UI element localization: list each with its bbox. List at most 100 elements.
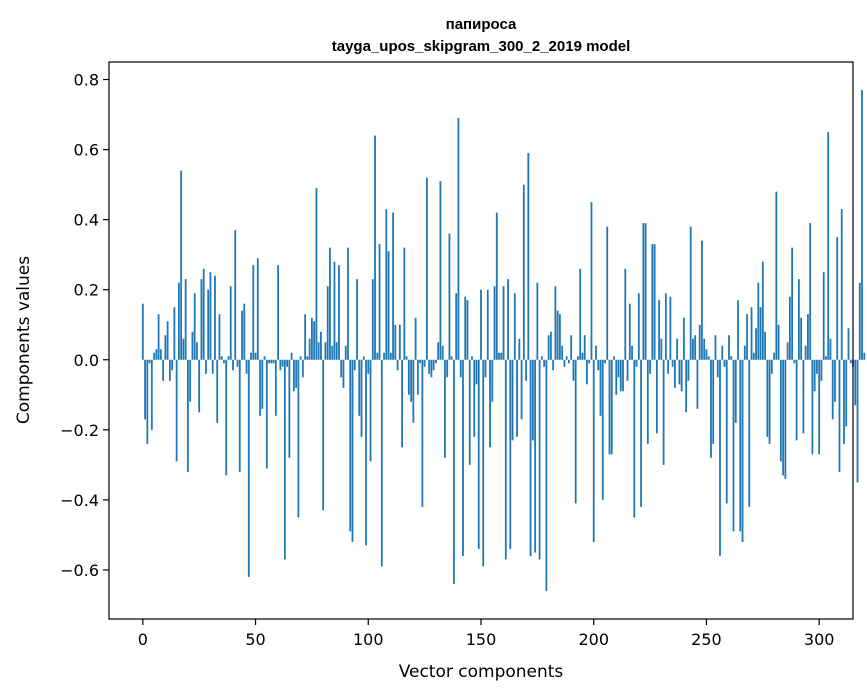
bar: [410, 359, 413, 402]
bar: [568, 359, 570, 364]
bar: [588, 359, 591, 364]
bar: [849, 359, 852, 364]
bar: [649, 359, 651, 374]
bar: [543, 359, 546, 367]
bar: [522, 184, 525, 360]
bar: [146, 359, 149, 444]
bar: [773, 352, 775, 360]
bar: [182, 338, 185, 360]
bar: [635, 359, 638, 367]
bar: [572, 359, 575, 381]
bar: [430, 359, 433, 378]
bar: [764, 331, 766, 360]
bar: [489, 359, 491, 448]
bar: [827, 132, 830, 360]
bar: [525, 359, 527, 381]
bar: [863, 352, 866, 360]
bar: [141, 303, 144, 360]
bar: [351, 359, 354, 542]
bar: [232, 359, 234, 371]
bar: [619, 359, 622, 392]
bar: [403, 247, 406, 360]
bar: [658, 300, 661, 360]
bar: [450, 356, 453, 360]
bar: [383, 352, 385, 360]
bar: [349, 359, 352, 532]
bar: [554, 286, 557, 360]
bar: [633, 359, 636, 518]
bar: [840, 209, 843, 360]
bar: [547, 335, 550, 360]
bar: [498, 352, 500, 360]
y-tick-label: 0.4: [74, 211, 99, 230]
bar: [444, 359, 446, 458]
bar: [761, 261, 764, 360]
bar: [741, 359, 744, 542]
bar: [714, 335, 717, 360]
bar: [816, 359, 818, 374]
bar: [766, 359, 769, 437]
bar: [155, 349, 158, 360]
bar: [570, 335, 573, 360]
bar: [301, 359, 304, 378]
bar: [459, 359, 462, 378]
bar: [299, 356, 302, 360]
bar: [601, 359, 604, 500]
bar: [667, 359, 670, 374]
y-tick-label: −0.2: [60, 421, 99, 440]
bar: [608, 359, 611, 455]
bar: [477, 359, 480, 549]
bar: [520, 359, 523, 420]
bar: [818, 359, 821, 455]
bar: [184, 279, 187, 360]
bar: [637, 293, 640, 360]
bar: [378, 244, 381, 360]
bar: [376, 352, 379, 360]
bar: [274, 359, 277, 416]
bar: [563, 359, 566, 367]
bar: [455, 293, 458, 360]
bar: [628, 303, 631, 360]
bar: [559, 314, 561, 360]
bar: [374, 135, 376, 360]
bar: [421, 359, 424, 507]
bar: [247, 359, 250, 577]
bar: [414, 317, 417, 360]
bar: [225, 359, 228, 476]
bar: [205, 359, 207, 374]
bar: [631, 345, 633, 360]
bar: [669, 296, 672, 360]
bar: [673, 359, 676, 388]
bar: [464, 296, 467, 360]
bar: [574, 359, 577, 504]
bar: [696, 359, 699, 409]
bar: [227, 356, 230, 360]
x-tick-label: 50: [245, 630, 265, 649]
bar: [333, 261, 336, 360]
x-tick-label: 300: [804, 630, 835, 649]
bar: [453, 359, 455, 584]
chart-title-line2: tayga_upos_skipgram_300_2_2019 model: [332, 38, 631, 55]
bar: [270, 359, 273, 364]
bar: [480, 289, 482, 360]
bar: [854, 359, 857, 406]
bar: [223, 359, 225, 364]
bar: [813, 359, 816, 392]
bar: [770, 359, 773, 374]
bar: [304, 314, 307, 360]
bar: [437, 342, 440, 360]
bar: [432, 359, 435, 371]
bar: [196, 342, 198, 360]
bar: [592, 359, 595, 542]
bar: [820, 359, 823, 381]
bar: [784, 359, 787, 479]
bar: [788, 296, 791, 360]
bar: [268, 359, 270, 364]
bar: [640, 359, 642, 507]
bar: [435, 359, 437, 364]
bar: [556, 310, 559, 360]
bar: [716, 359, 719, 378]
bar: [245, 359, 248, 374]
bar: [610, 359, 613, 455]
x-tick-label: 100: [353, 630, 384, 649]
